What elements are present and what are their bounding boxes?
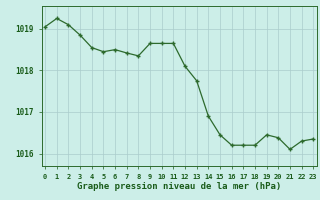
X-axis label: Graphe pression niveau de la mer (hPa): Graphe pression niveau de la mer (hPa) [77,182,281,191]
